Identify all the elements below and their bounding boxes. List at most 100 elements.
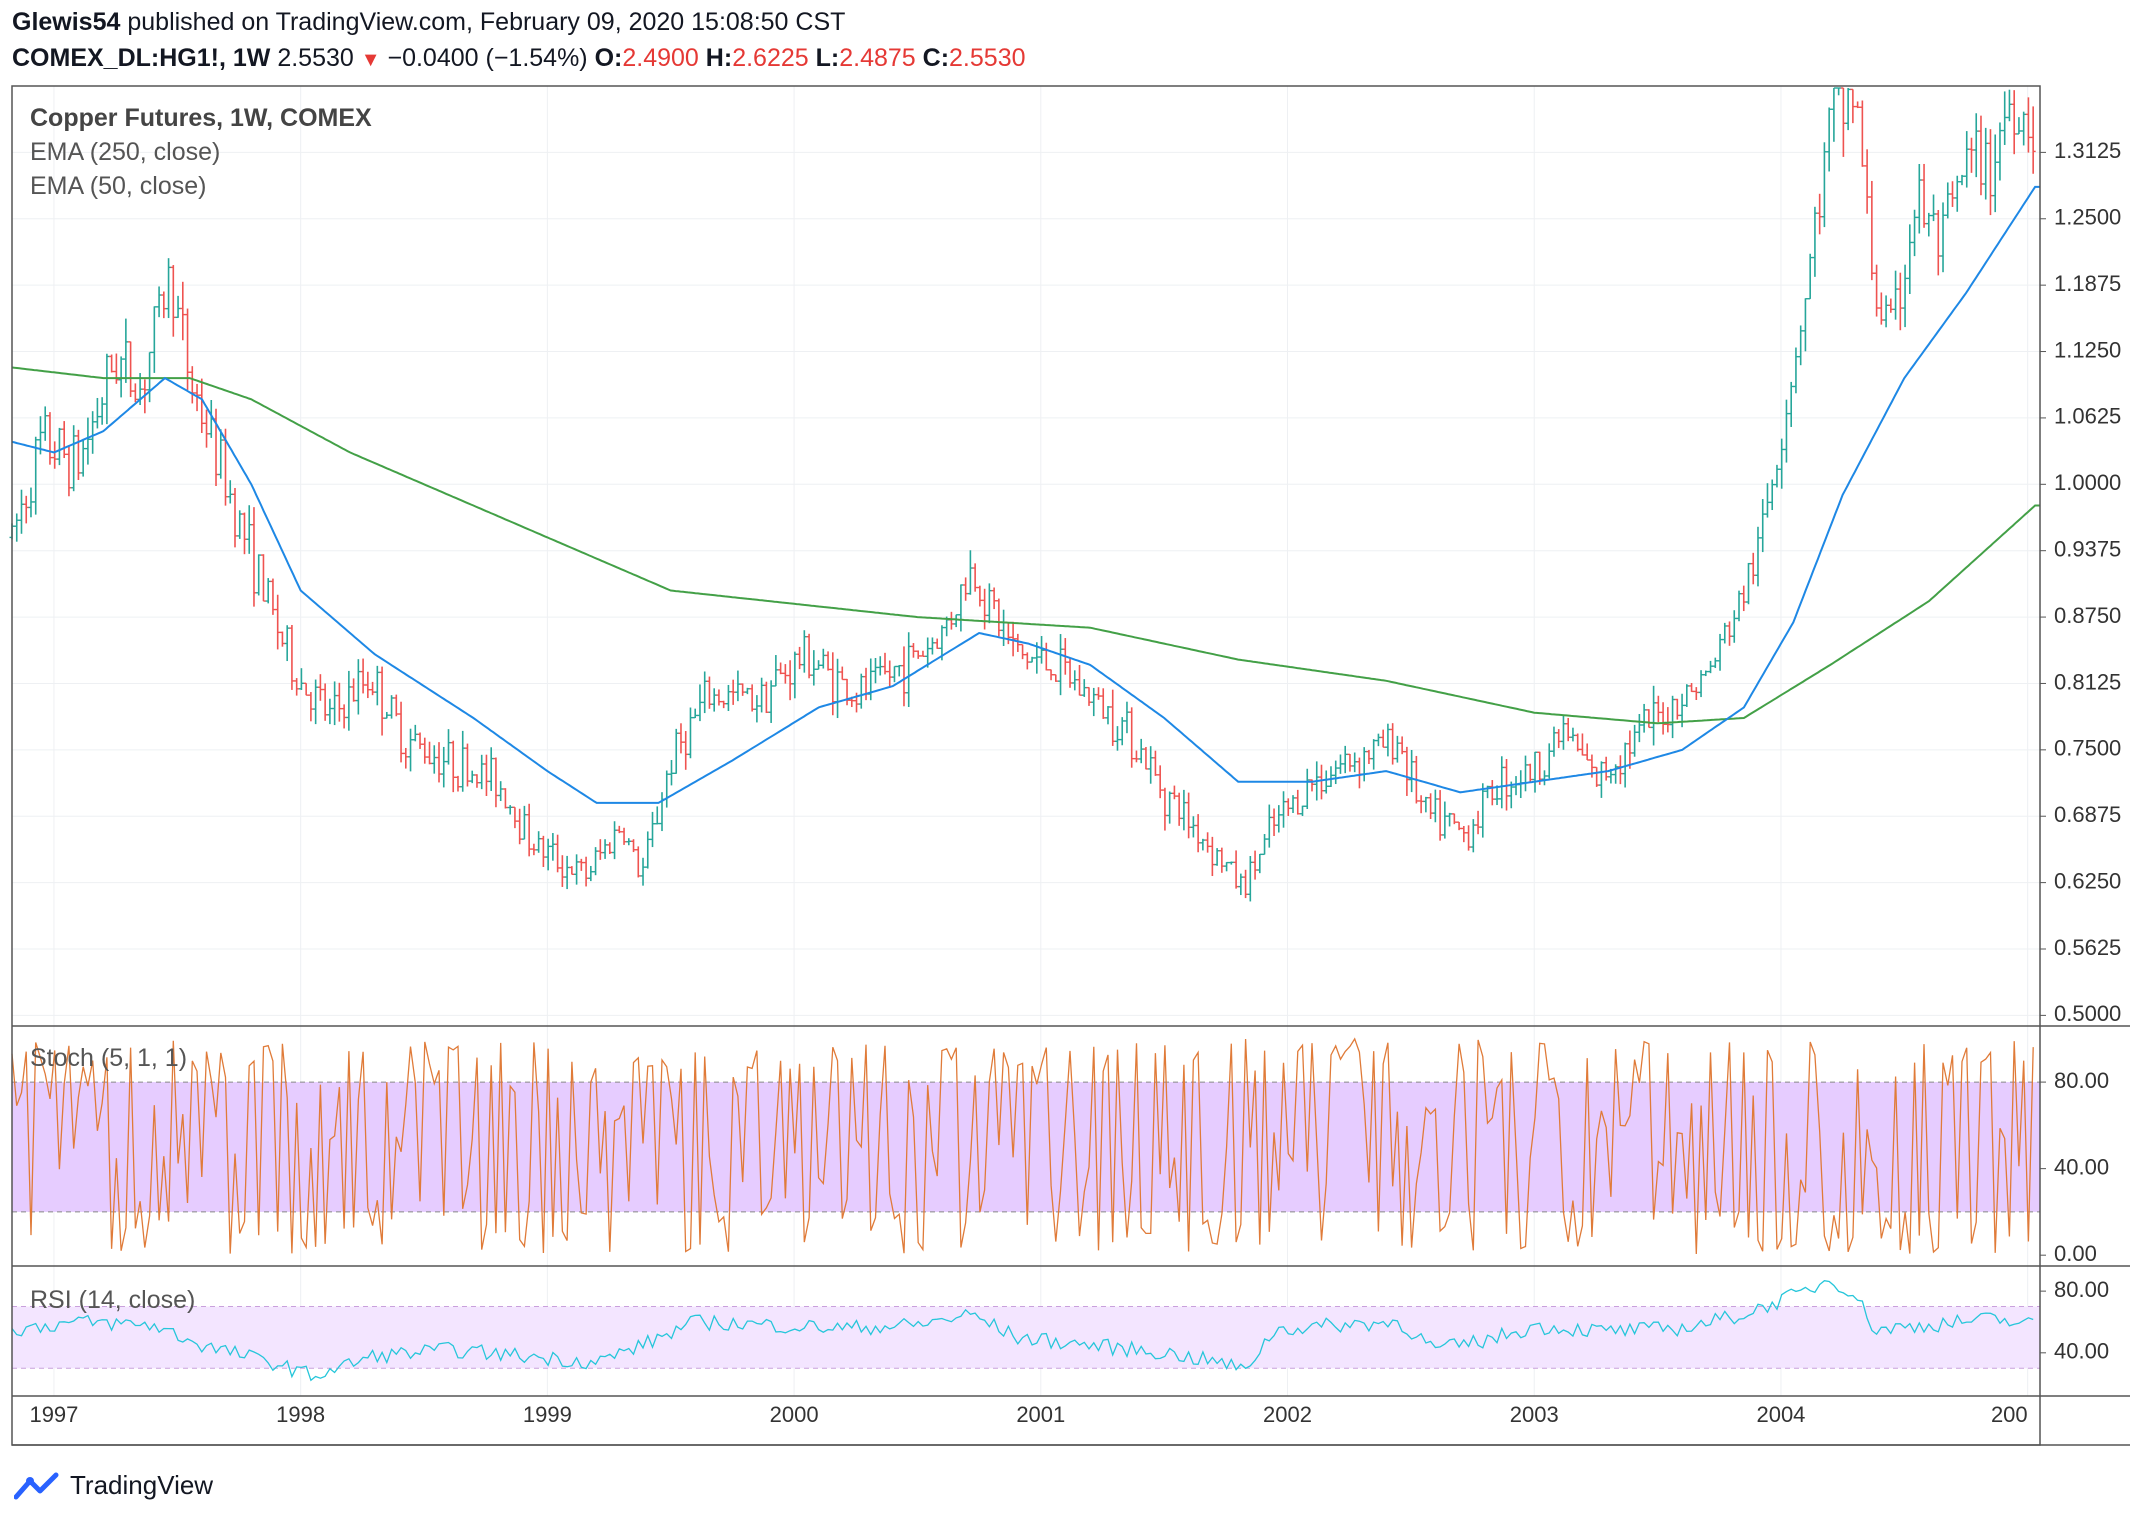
price-bar — [1935, 210, 1941, 276]
price-bar — [1442, 801, 1448, 839]
price-bar — [1224, 861, 1230, 872]
price-bar — [327, 698, 333, 725]
price-bar — [835, 658, 841, 719]
price-bar — [2002, 91, 2008, 145]
price-bar — [1978, 115, 1984, 196]
time-tick-label: 200 — [1991, 1402, 2028, 1427]
price-bar — [593, 847, 599, 876]
price-bar — [521, 805, 527, 840]
author-name[interactable]: Glewis54 — [12, 8, 121, 36]
price-bar — [441, 746, 447, 788]
price-bar — [1736, 590, 1742, 622]
price-bar — [1409, 749, 1415, 793]
price-bar — [251, 507, 257, 607]
price-bar — [545, 838, 551, 871]
price-bar — [873, 658, 879, 684]
price-bar — [540, 835, 546, 868]
price-bar — [1281, 791, 1287, 828]
high-value: 2.6225 — [732, 44, 809, 72]
time-tick-label: 2000 — [770, 1402, 819, 1427]
price-bar — [256, 554, 262, 596]
price-bar — [673, 728, 679, 775]
ema50-line — [11, 185, 2040, 804]
price-bar — [1152, 750, 1158, 776]
price-bar — [104, 353, 110, 425]
price-bar — [1043, 642, 1049, 671]
low-value: 2.4875 — [839, 44, 916, 72]
price-bar — [1304, 768, 1310, 810]
price-bar — [1594, 766, 1600, 787]
price-bar — [1238, 873, 1244, 896]
price-bar — [507, 805, 513, 815]
price-bar — [1124, 701, 1130, 734]
price-bar — [1475, 810, 1481, 835]
price-bar — [668, 760, 674, 786]
price-bar — [479, 754, 485, 790]
price-bar — [740, 683, 746, 696]
price-bar — [915, 650, 921, 659]
price-bar — [906, 632, 912, 707]
price-bar — [412, 724, 418, 742]
price-bar — [773, 655, 779, 687]
price-bar — [697, 684, 703, 722]
price-bar — [920, 650, 926, 658]
price-bar — [982, 588, 988, 630]
price-bar — [1039, 636, 1045, 664]
price-bar — [279, 631, 285, 647]
price-bar — [1954, 175, 1960, 212]
price-bar — [1712, 657, 1718, 669]
price-bar — [1323, 770, 1329, 794]
price-bar — [1850, 88, 1856, 124]
price-bar — [1428, 793, 1434, 820]
price-bar — [1764, 483, 1770, 518]
price-bar — [1148, 746, 1154, 784]
price-bar — [1029, 656, 1035, 663]
price-bar — [882, 652, 888, 675]
price-bar — [1532, 751, 1538, 793]
price-bar — [1171, 785, 1177, 800]
price-bar — [1347, 753, 1353, 772]
price-bar — [787, 660, 793, 701]
price-bar — [939, 625, 945, 661]
rsi-tick-label: 40.00 — [2054, 1339, 2109, 1364]
footer-brand: TradingView — [70, 1470, 214, 1500]
price-bar — [735, 670, 741, 702]
price-bar — [839, 666, 845, 681]
time-tick-label: 2003 — [1510, 1402, 1559, 1427]
price-bar — [687, 707, 693, 759]
price-bar — [1632, 724, 1638, 757]
price-bar — [1950, 181, 1956, 207]
stoch-series — [11, 1037, 2034, 1255]
price-bar — [1627, 730, 1633, 769]
price-bar — [1959, 174, 1965, 186]
price-bar — [66, 445, 72, 497]
price-bar — [991, 587, 997, 610]
tradingview-logo[interactable]: TradingView — [14, 1470, 213, 1501]
price-bar — [1285, 798, 1291, 816]
price-bar — [185, 308, 191, 390]
price-bar — [408, 728, 414, 772]
price-bar — [1859, 100, 1865, 167]
price-bar — [99, 397, 105, 425]
price-bar — [1779, 438, 1785, 489]
price-bar — [2011, 90, 2017, 155]
price-bar — [1290, 795, 1296, 813]
high-label: H: — [705, 44, 733, 72]
price-tick-label: 0.8750 — [2054, 603, 2121, 628]
price-bar — [602, 839, 608, 859]
time-tick-label: 2001 — [1016, 1402, 1065, 1427]
price-tick-label: 1.2500 — [2054, 205, 2121, 230]
price-bar — [1205, 832, 1211, 853]
price-bar — [778, 662, 784, 675]
price-bar — [877, 656, 883, 676]
price-bar — [1883, 295, 1889, 328]
price-bar — [820, 648, 826, 669]
price-bar — [1385, 723, 1391, 757]
main-legend-title: Copper Futures, 1W, COMEX — [30, 104, 372, 132]
price-bar — [1598, 761, 1604, 798]
price-bar — [502, 788, 508, 809]
price-bar — [616, 825, 622, 834]
price-bar — [80, 438, 86, 477]
price-bar — [450, 740, 456, 793]
